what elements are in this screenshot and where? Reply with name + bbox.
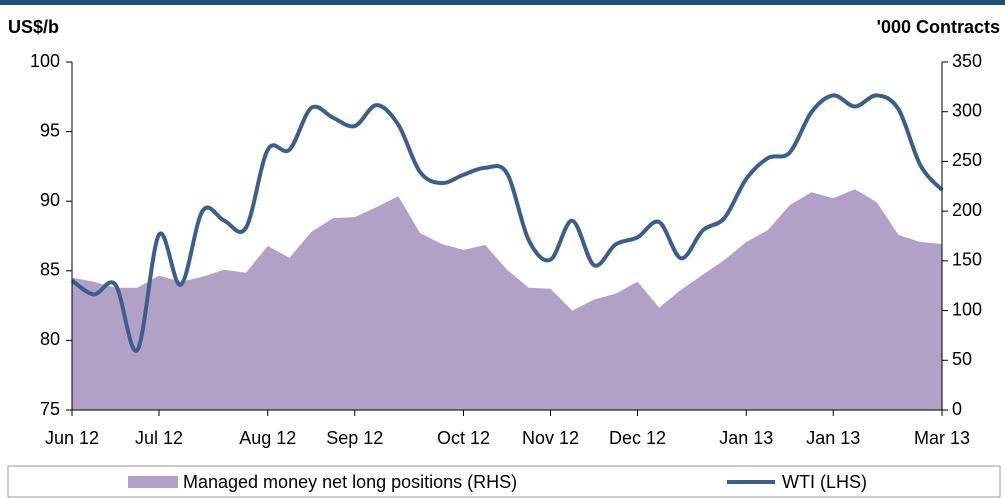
legend-swatch (128, 476, 178, 488)
x-tick-label: Jan 13 (806, 428, 860, 448)
x-tick-label: Jan 13 (719, 428, 773, 448)
y2-tick-label: 300 (952, 100, 982, 120)
x-tick-label: Nov 12 (522, 428, 579, 448)
y-axis-label: US$/b (8, 17, 59, 37)
y2-tick-label: 150 (952, 250, 982, 270)
x-tick-label: Aug 12 (239, 428, 296, 448)
y2-tick-label: 0 (952, 399, 962, 419)
x-tick-label: Jul 12 (135, 428, 183, 448)
legend-box (7, 465, 1001, 498)
y-tick-label: 95 (40, 120, 60, 140)
y-tick-label: 75 (40, 399, 60, 419)
area (72, 189, 942, 410)
y-tick-label: 90 (40, 190, 60, 210)
y-tick-label: 80 (40, 329, 60, 349)
y2-tick-label: 350 (952, 51, 982, 71)
y2-tick-label: 250 (952, 150, 982, 170)
y2-tick-label: 200 (952, 200, 982, 220)
legend-label: Managed money net long positions (RHS) (183, 472, 517, 492)
y-tick-label: 85 (40, 260, 60, 280)
x-tick-label: Mar 13 (914, 428, 970, 448)
y2-tick-label: 50 (952, 349, 972, 369)
x-tick-label: Jun 12 (45, 428, 99, 448)
top-banner (0, 0, 1005, 5)
x-tick-label: Sep 12 (326, 428, 383, 448)
legend-label: WTI (LHS) (782, 472, 867, 492)
y-tick-label: 100 (30, 51, 60, 71)
x-tick-label: Oct 12 (437, 428, 490, 448)
y2-tick-label: 100 (952, 299, 982, 319)
line (70, 93, 944, 353)
x-tick-label: Dec 12 (609, 428, 666, 448)
y2-axis-label: '000 Contracts (877, 17, 1000, 37)
